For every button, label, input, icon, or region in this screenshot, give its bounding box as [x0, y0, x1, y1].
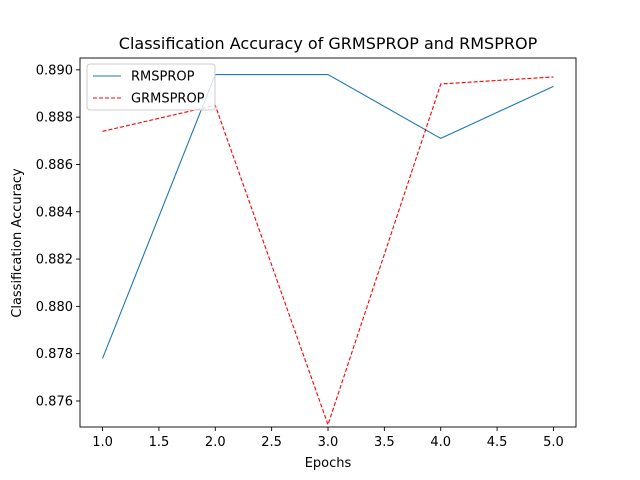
- x-tick-label: 1.5: [149, 435, 170, 450]
- x-tick-label: 3.5: [374, 435, 395, 450]
- chart-title: Classification Accuracy of GRMSPROP and …: [119, 34, 538, 53]
- y-tick-label: 0.886: [36, 158, 73, 173]
- x-tick-label: 4.5: [487, 435, 508, 450]
- legend-label-rmsprop: RMSPROP: [131, 70, 195, 85]
- y-tick-label: 0.890: [36, 63, 73, 78]
- series-line-rmsprop: [102, 74, 554, 359]
- legend: RMSPROP GRMSPROP: [86, 63, 216, 111]
- y-tick-label: 0.876: [36, 394, 73, 409]
- y-tick-label: 0.888: [36, 111, 73, 126]
- y-axis-label: Classification Accuracy: [10, 168, 25, 318]
- x-axis-label: Epochs: [305, 456, 352, 471]
- x-tick-label: 2.5: [261, 435, 282, 450]
- y-tick-label: 0.882: [36, 253, 73, 268]
- x-tick-label: 3.0: [318, 435, 339, 450]
- legend-label-grmsprop: GRMSPROP: [131, 92, 205, 107]
- y-tick-label: 0.878: [36, 347, 73, 362]
- y-tick-label: 0.884: [36, 205, 73, 220]
- x-tick-label: 5.0: [543, 435, 564, 450]
- x-tick-label: 4.0: [430, 435, 451, 450]
- plot-area: 1.0 1.5 2.0 2.5 3.0 3.5 4.0 4.5 5.0 0.876 0.878 0.8…: [36, 57, 577, 450]
- y-tick-label: 0.880: [36, 300, 73, 315]
- x-tick-label: 1.0: [92, 435, 113, 450]
- x-tick-label: 2.0: [205, 435, 226, 450]
